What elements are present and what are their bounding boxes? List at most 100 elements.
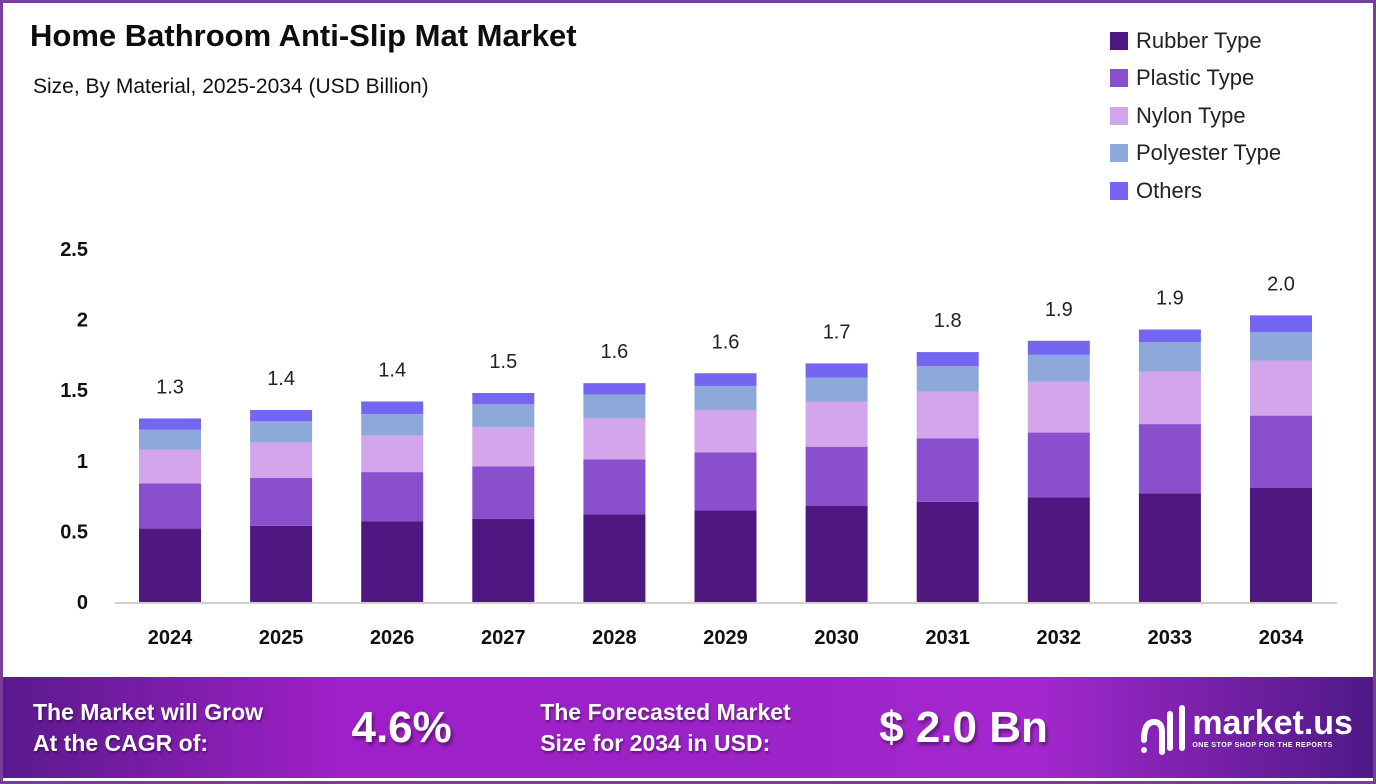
bar-segment-plastic-type [1138, 424, 1201, 494]
legend-label: Polyester Type [1136, 140, 1282, 166]
logo-mark-icon [1141, 704, 1186, 755]
legend-swatch [1110, 144, 1128, 163]
bar-segment-others [1250, 315, 1312, 333]
y-tick-label: 2 [77, 310, 88, 332]
legend: Rubber Type Plastic Type Nylon Type Polyest… [1110, 22, 1281, 210]
bar-total-label: 1.8 [934, 310, 962, 332]
legend-label: Plastic Type [1136, 65, 1255, 91]
logo-name: market.us [1192, 704, 1353, 742]
bar-segment-polyester-type [1250, 332, 1312, 361]
bar-segment-others [694, 373, 757, 386]
bar-total-label: 1.6 [712, 331, 740, 353]
y-tick-label: 0.5 [60, 521, 88, 543]
stacked-bar-chart: 0 0.5 1 1.5 2 2.5 1.3 2024 1.4 2025 1.4 2026 1.5 2027… [60, 239, 1337, 649]
forecast-value: $ 2.0 Bn [879, 702, 1048, 752]
legend-item: Plastic Type [1110, 60, 1281, 98]
bar-segment-polyester-type [805, 377, 868, 402]
market-us-logo: market.us ONE STOP SHOP FOR THE REPORTS [1136, 700, 1353, 756]
bar-segment-plastic-type [139, 483, 201, 529]
legend-swatch [1110, 31, 1128, 50]
bar-segment-polyester-type [916, 366, 979, 392]
bar-segment-polyester-type [472, 404, 535, 427]
bar-segment-nylon-type [1027, 381, 1090, 433]
chart-subtitle: Size, By Material, 2025-2034 (USD Billio… [33, 75, 429, 98]
bar-segment-nylon-type [583, 418, 646, 460]
bar-segment-rubber-type [250, 525, 313, 602]
bar-segment-rubber-type [139, 528, 201, 602]
bar-segment-others [916, 352, 979, 367]
cagr-value: 4.6% [351, 702, 452, 752]
bar-segment-nylon-type [694, 409, 757, 453]
forecast-label-line1: The Forecasted Market [540, 698, 791, 725]
bar-segment-plastic-type [1027, 432, 1090, 498]
bar-segment-nylon-type [1138, 371, 1201, 425]
bar-segment-polyester-type [694, 385, 757, 410]
x-tick-label: 2030 [814, 627, 859, 649]
legend-item: Polyester Type [1110, 135, 1281, 173]
bar-segment-rubber-type [361, 521, 424, 602]
bar-segment-rubber-type [916, 501, 979, 602]
x-tick-label: 2034 [1259, 627, 1304, 649]
bar-segment-others [1138, 329, 1201, 343]
legend-label: Nylon Type [1136, 102, 1246, 128]
bar-segment-rubber-type [1027, 497, 1090, 602]
bar-segment-plastic-type [805, 446, 868, 506]
bar-segment-rubber-type [583, 514, 646, 602]
bar-segment-polyester-type [583, 394, 646, 419]
bar-segment-others [250, 409, 313, 422]
x-tick-label: 2029 [703, 627, 748, 649]
x-tick-label: 2033 [1148, 627, 1193, 649]
bar-segment-nylon-type [361, 435, 424, 473]
bar-total-label: 1.5 [489, 351, 517, 373]
bar-segment-others [139, 418, 201, 430]
bar-total-label: 1.6 [600, 341, 628, 363]
bar-segment-plastic-type [472, 466, 535, 519]
forecast-label-line2: Size for 2034 in USD: [540, 729, 771, 756]
x-tick-label: 2028 [592, 627, 637, 649]
bar-segment-polyester-type [1138, 342, 1201, 372]
chart-title: Home Bathroom Anti-Slip Mat Market [30, 18, 577, 53]
bar-segment-nylon-type [916, 391, 979, 439]
x-tick-label: 2026 [370, 627, 415, 649]
bar-total-label: 1.7 [823, 321, 851, 343]
legend-item: Nylon Type [1110, 97, 1281, 135]
bar-segment-others [1027, 340, 1090, 355]
y-tick-label: 2.5 [60, 239, 88, 261]
bar-segment-nylon-type [1250, 360, 1312, 416]
bar-segment-plastic-type [1250, 415, 1312, 488]
bar-segment-polyester-type [1027, 354, 1090, 382]
bar-segment-polyester-type [361, 414, 424, 436]
bar-segment-polyester-type [139, 429, 201, 450]
legend-swatch [1110, 181, 1128, 200]
bar-total-label: 1.4 [267, 368, 295, 390]
bar-segment-plastic-type [694, 452, 757, 511]
bar-total-label: 2.0 [1267, 273, 1295, 295]
bar-segment-plastic-type [250, 477, 313, 526]
y-tick-label: 1 [77, 451, 88, 473]
x-tick-label: 2025 [259, 627, 304, 649]
bar-segment-others [583, 383, 646, 395]
cagr-label-line2: At the CAGR of: [33, 729, 209, 756]
summary-banner: The Market will Grow At the CAGR of: 4.6… [3, 677, 1373, 778]
bar-segment-others [361, 401, 424, 415]
cagr-label: The Market will Grow At the CAGR of: [33, 697, 263, 759]
bar-segment-rubber-type [694, 510, 757, 602]
bar-segment-nylon-type [250, 442, 313, 478]
bar-segment-plastic-type [916, 438, 979, 502]
bar-segment-rubber-type [1250, 487, 1312, 602]
legend-label: Rubber Type [1136, 27, 1262, 53]
bar-segment-rubber-type [805, 505, 868, 602]
bar-total-label: 1.9 [1045, 299, 1073, 321]
bar-segment-plastic-type [361, 472, 424, 522]
x-tick-label: 2032 [1037, 627, 1082, 649]
bar-total-label: 1.9 [1156, 287, 1184, 309]
y-tick-label: 0 [77, 592, 88, 614]
bar-segment-others [805, 363, 868, 378]
cagr-label-line1: The Market will Grow [33, 698, 264, 725]
bar-total-label: 1.3 [156, 376, 184, 398]
forecast-label: The Forecasted Market Size for 2034 in U… [540, 697, 791, 759]
legend-swatch [1110, 106, 1128, 125]
legend-swatch [1110, 69, 1128, 88]
bar-segment-others [472, 393, 535, 405]
